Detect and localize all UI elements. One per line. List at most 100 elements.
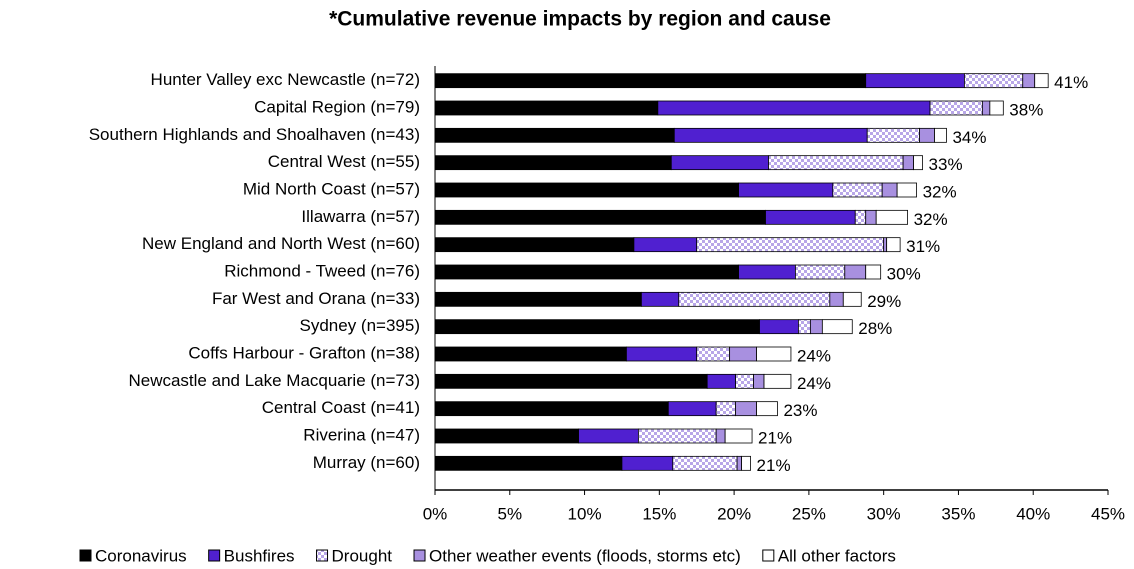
- bar-segment: [696, 346, 731, 362]
- bar-segment: [765, 209, 856, 225]
- bar-segment: [434, 455, 623, 471]
- bar-segment: [715, 401, 737, 417]
- bar-segment: [763, 373, 792, 389]
- y-tick-label: Central West (n=55): [268, 152, 420, 171]
- bar-segment: [738, 264, 796, 280]
- bar-segment: [844, 264, 867, 280]
- bar-segment: [759, 319, 799, 335]
- bar-segment: [434, 428, 579, 444]
- x-tick-label: 0%: [423, 504, 448, 523]
- bar-segment: [929, 100, 983, 116]
- bar-segment: [768, 155, 904, 171]
- bar-segment: [434, 237, 635, 253]
- x-tick-label: 15%: [642, 504, 676, 523]
- bar-segment: [989, 100, 1004, 116]
- legend-label: Bushfires: [224, 546, 295, 565]
- total-label: 32%: [914, 210, 948, 229]
- bar-segment: [706, 373, 737, 389]
- bar-segment: [667, 401, 717, 417]
- x-tick-label: 30%: [867, 504, 901, 523]
- bar-segment: [621, 455, 674, 471]
- legend-label: All other factors: [778, 546, 896, 565]
- bar-segment: [633, 237, 698, 253]
- y-tick-label: New England and North West (n=60): [142, 234, 420, 253]
- total-label: 28%: [858, 319, 892, 338]
- bar-segment: [578, 428, 639, 444]
- bar-segment: [673, 127, 868, 143]
- bar-segment: [821, 319, 853, 335]
- bar-segment: [809, 319, 823, 335]
- bar-segment: [981, 100, 991, 116]
- bar-segment: [729, 346, 757, 362]
- y-tick-label: Murray (n=60): [313, 453, 420, 472]
- bar-segment: [434, 291, 642, 307]
- x-tick-label: 20%: [717, 504, 751, 523]
- x-tick-label: 35%: [941, 504, 975, 523]
- bar-segment: [626, 346, 698, 362]
- bar-segment: [854, 209, 867, 225]
- bar-segment: [865, 209, 877, 225]
- y-tick-label: Mid North Coast (n=57): [243, 179, 420, 198]
- x-tick-label: 10%: [568, 504, 602, 523]
- bar-segment: [865, 73, 965, 89]
- bar-segment: [886, 237, 901, 253]
- x-tick-label: 45%: [1091, 504, 1125, 523]
- bar-segment: [434, 73, 867, 89]
- x-tick-label: 5%: [497, 504, 522, 523]
- bar-segment: [842, 291, 862, 307]
- bar-segment: [913, 155, 923, 171]
- total-label: 32%: [923, 182, 957, 201]
- bar-segment: [902, 155, 914, 171]
- legend-swatch: [762, 549, 775, 562]
- total-label: 34%: [952, 128, 986, 147]
- bar-segment: [866, 127, 920, 143]
- bar-segment: [735, 373, 754, 389]
- bar-segment: [753, 373, 765, 389]
- bar-segment: [756, 346, 792, 362]
- y-tick-label: Richmond - Tweed (n=76): [224, 261, 420, 280]
- legend-label: Drought: [332, 546, 393, 565]
- bar-segment: [738, 182, 834, 198]
- bar-segment: [434, 373, 708, 389]
- y-tick-label: Capital Region (n=79): [254, 97, 420, 116]
- total-label: 23%: [783, 401, 817, 420]
- bar-segment: [883, 237, 888, 253]
- bar-segment: [1022, 73, 1036, 89]
- bar-segment: [434, 346, 627, 362]
- bar-segment: [434, 127, 675, 143]
- bar-segment: [735, 401, 757, 417]
- bar-segment: [678, 291, 831, 307]
- x-tick-label: 40%: [1016, 504, 1050, 523]
- bar-segment: [919, 127, 935, 143]
- bar-segment: [724, 428, 753, 444]
- legend-swatch: [79, 549, 92, 562]
- x-tick-label: 25%: [792, 504, 826, 523]
- y-tick-label: Hunter Valley exc Newcastle (n=72): [151, 70, 420, 89]
- bar-segment: [696, 237, 885, 253]
- y-tick-label: Riverina (n=47): [303, 425, 420, 444]
- chart-title: *Cumulative revenue impacts by region an…: [329, 8, 831, 31]
- total-label: 24%: [797, 346, 831, 365]
- bar-segment: [865, 264, 882, 280]
- y-tick-label: Sydney (n=395): [300, 316, 421, 335]
- y-tick-label: Southern Highlands and Shoalhaven (n=43): [89, 125, 420, 144]
- total-label: 30%: [887, 264, 921, 283]
- bar-segment: [741, 455, 751, 471]
- total-label: 21%: [757, 456, 791, 475]
- total-label: 33%: [929, 155, 963, 174]
- bar-segment: [670, 155, 769, 171]
- bar-segment: [434, 100, 659, 116]
- bar-segment: [657, 100, 931, 116]
- bar-segment: [672, 455, 738, 471]
- bar-segment: [434, 209, 766, 225]
- bar-segment: [434, 155, 672, 171]
- bar-segment: [795, 264, 846, 280]
- y-tick-label: Central Coast (n=41): [262, 398, 420, 417]
- total-label: 31%: [906, 237, 940, 256]
- total-label: 24%: [797, 374, 831, 393]
- y-tick-label: Coffs Harbour - Grafton (n=38): [188, 343, 420, 362]
- bar-segment: [832, 182, 883, 198]
- bar-segment: [934, 127, 947, 143]
- total-label: 38%: [1009, 100, 1043, 119]
